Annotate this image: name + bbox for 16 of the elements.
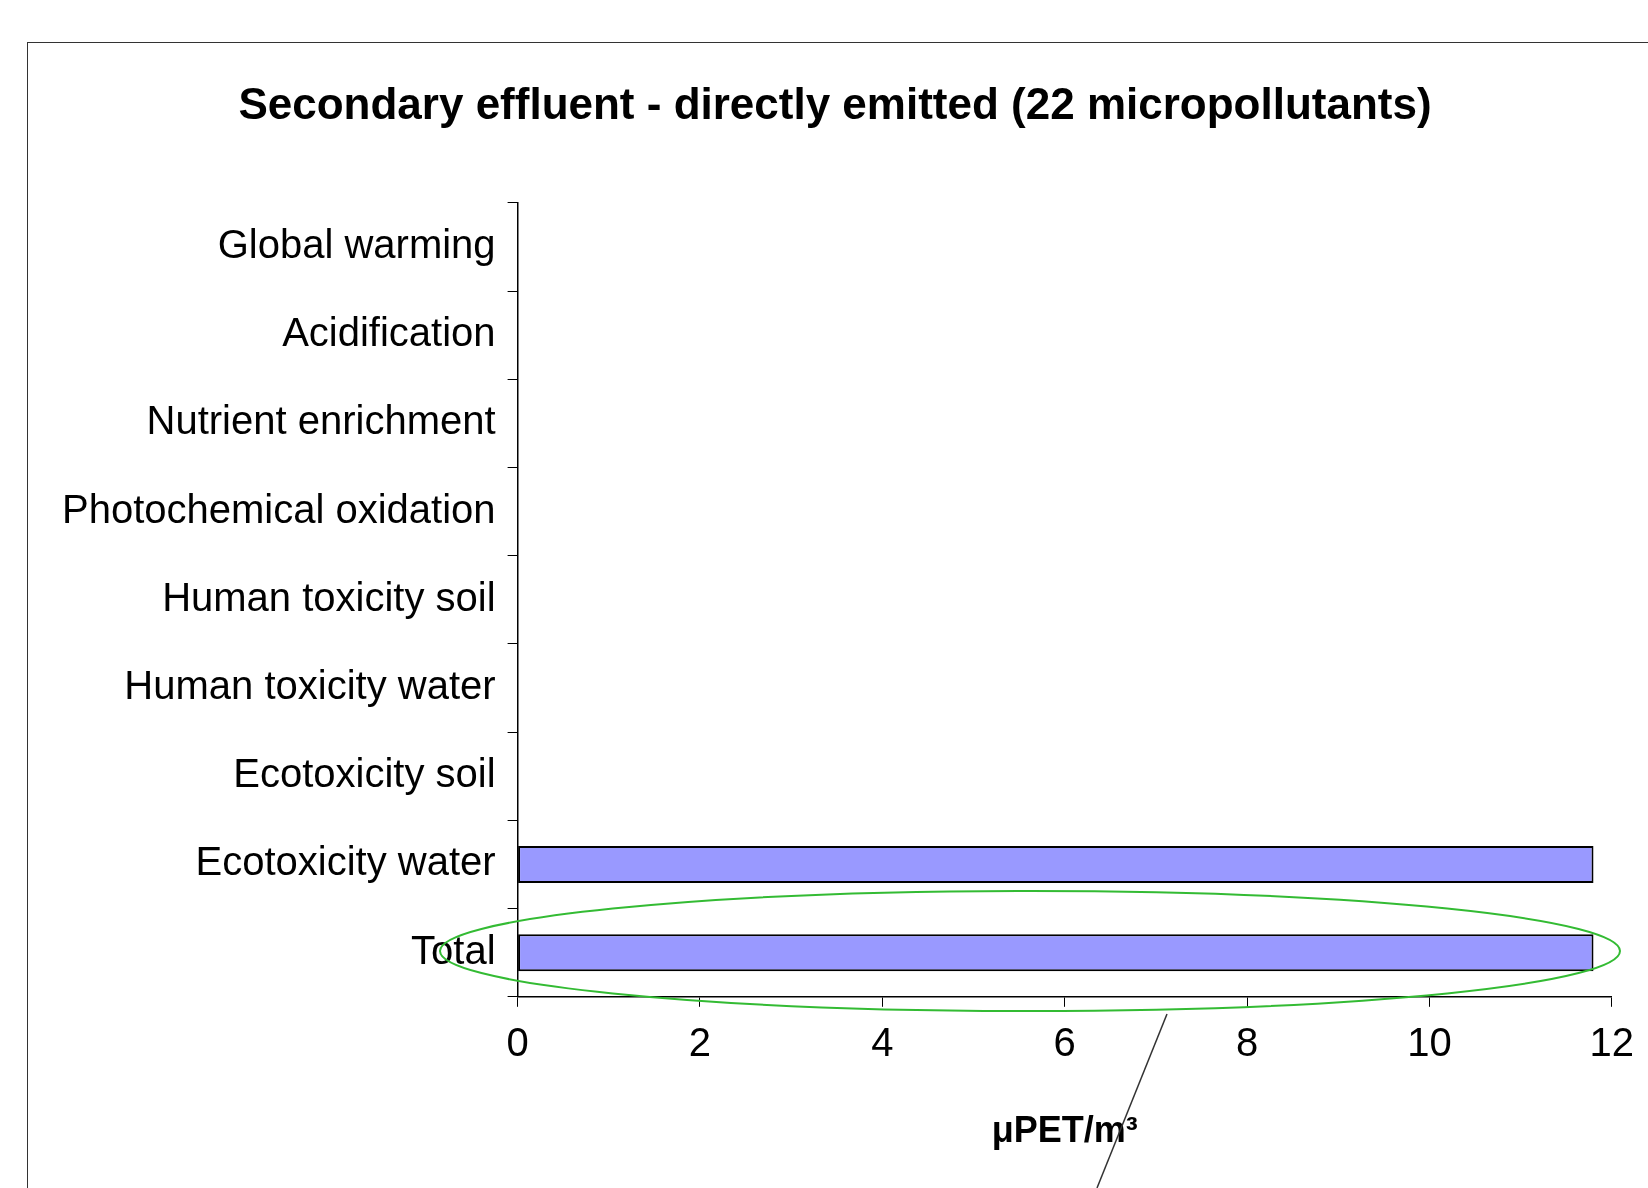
- y-tick-label: Ecotoxicity water: [195, 839, 496, 884]
- x-tick-label: 6: [1053, 1019, 1076, 1064]
- y-tick-label: Nutrient enrichment: [146, 398, 496, 443]
- y-tick-label: Ecotoxicity soil: [233, 751, 496, 796]
- y-tick-label: Global warming: [217, 221, 496, 266]
- x-tick-label: 10: [1407, 1019, 1452, 1064]
- x-tick-label: 2: [688, 1019, 712, 1064]
- x-tick-label: 12: [1589, 1019, 1634, 1064]
- x-tick-label: 4: [871, 1019, 894, 1064]
- chart-title: Secondary effluent - directly emitted (22 micropollutants): [238, 78, 1432, 128]
- y-tick-label: Acidification: [282, 310, 496, 355]
- x-tick-label: 8: [1235, 1019, 1259, 1064]
- y-tick-label: Photochemical oxidation: [62, 486, 496, 531]
- y-tick-label: Human toxicity soil: [162, 574, 496, 619]
- y-tick-label: Human toxicity water: [124, 663, 496, 708]
- x-tick-label: 0: [506, 1019, 529, 1064]
